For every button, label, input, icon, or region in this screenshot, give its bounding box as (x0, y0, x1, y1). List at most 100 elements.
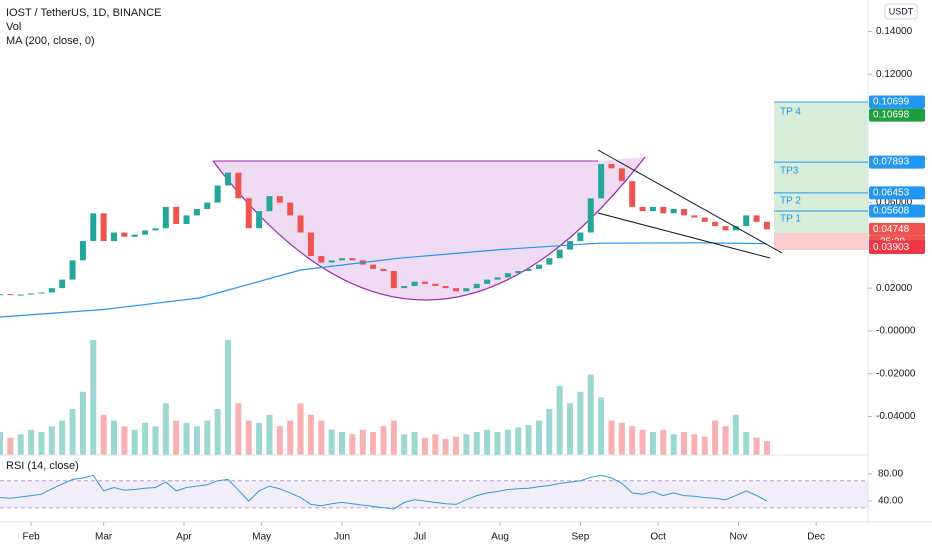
volume-bar (484, 429, 491, 455)
volume-bar (328, 429, 335, 455)
price-label: 0.10699 (873, 97, 910, 108)
candle (142, 230, 149, 235)
volume-bar (276, 426, 283, 455)
volume-bar (204, 420, 211, 455)
volume-bar (494, 432, 501, 455)
wedge-upper (597, 149, 783, 254)
volume-bar (463, 434, 470, 455)
volume-bar (100, 414, 107, 455)
candle (515, 271, 522, 274)
candle (681, 208, 688, 216)
rsi-tick-label: 40.00 (878, 496, 903, 507)
candle (17, 294, 24, 296)
volume-bar (245, 420, 252, 455)
volume-bar (142, 422, 149, 455)
candle (432, 283, 439, 287)
volume-bar (183, 422, 190, 455)
volume-bar (763, 441, 770, 455)
candle (59, 279, 66, 289)
candle (722, 226, 729, 231)
volume-bar (515, 427, 522, 455)
volume-bar (162, 403, 169, 455)
candle (763, 221, 770, 230)
tp-label: TP3 (780, 166, 799, 177)
candle (743, 215, 750, 227)
candle (256, 211, 263, 229)
volume-bar (235, 403, 242, 455)
price-label-box (869, 108, 925, 122)
candle (183, 215, 190, 224)
volume-bar (577, 391, 584, 455)
volume-bar (48, 426, 55, 455)
tp-label: TP 4 (780, 107, 801, 118)
volume-bar (121, 426, 128, 455)
price-label: 0.10698 (873, 110, 910, 121)
rsi-legend: RSI (14, close) (6, 460, 79, 472)
volume-bar (59, 420, 66, 455)
volume-bar (743, 432, 750, 455)
rsi-tick-label: 80.00 (878, 469, 903, 480)
volume-bar (722, 426, 729, 455)
volume-bar (193, 426, 200, 455)
candle (100, 213, 107, 242)
volume-bar (598, 397, 605, 455)
volume-bar (681, 432, 688, 455)
y-tick-label: -0.00000 (876, 326, 916, 337)
volume-bar (649, 432, 656, 455)
cup-arc (212, 156, 646, 301)
candle (349, 258, 356, 261)
y-tick-label: 0.06000 (876, 197, 913, 208)
stop-zone (774, 233, 868, 250)
volume-bar (131, 429, 138, 455)
currency-label[interactable]: USDT (889, 6, 914, 16)
candle (577, 232, 584, 242)
y-tick-label: -0.02000 (876, 368, 916, 379)
volume-bar (214, 409, 221, 455)
volume-bar (732, 414, 739, 455)
candle (639, 206, 646, 212)
candle (276, 196, 283, 203)
volume-bar (17, 434, 24, 455)
currency-button[interactable] (884, 3, 918, 20)
candle (473, 283, 480, 289)
candle (79, 241, 86, 261)
price-label-box (869, 240, 925, 254)
volume-bar (691, 434, 698, 455)
candle (629, 181, 636, 207)
candle (670, 208, 677, 214)
candle (48, 288, 55, 293)
volume-bar (421, 437, 428, 455)
candle (421, 281, 428, 284)
volume-bar (629, 426, 636, 455)
candle (370, 264, 377, 269)
symbol-title: IOST / TetherUS, 1D, BINANCE (6, 7, 161, 19)
volume-bar (339, 432, 346, 455)
y-tick-label: 0.12000 (876, 69, 913, 80)
candle (339, 258, 346, 261)
candle (121, 232, 128, 237)
candle (131, 234, 138, 237)
candle (463, 288, 470, 292)
candle (193, 208, 200, 216)
rsi-band (0, 480, 868, 508)
candle (494, 277, 501, 280)
price-label: 0.05608 (873, 206, 910, 217)
volume-bar (266, 414, 273, 455)
price-label-box (869, 155, 925, 169)
volume-bar (701, 436, 708, 455)
candle (90, 213, 97, 242)
candle (287, 202, 294, 216)
price-label: 0.03903 (873, 242, 910, 253)
cup-fill (213, 157, 645, 301)
volume-bar (401, 434, 408, 455)
x-tick-label: Mar (95, 532, 113, 543)
candle (38, 292, 45, 294)
candle (401, 286, 408, 289)
volume-bar (442, 438, 449, 455)
x-tick-label: Jun (334, 532, 350, 543)
ma-legend: MA (200, close, 0) (6, 35, 95, 47)
volume-bar (587, 374, 594, 455)
volume-bar (349, 434, 356, 455)
volume-bar (453, 436, 460, 455)
price-label-box (869, 95, 925, 109)
